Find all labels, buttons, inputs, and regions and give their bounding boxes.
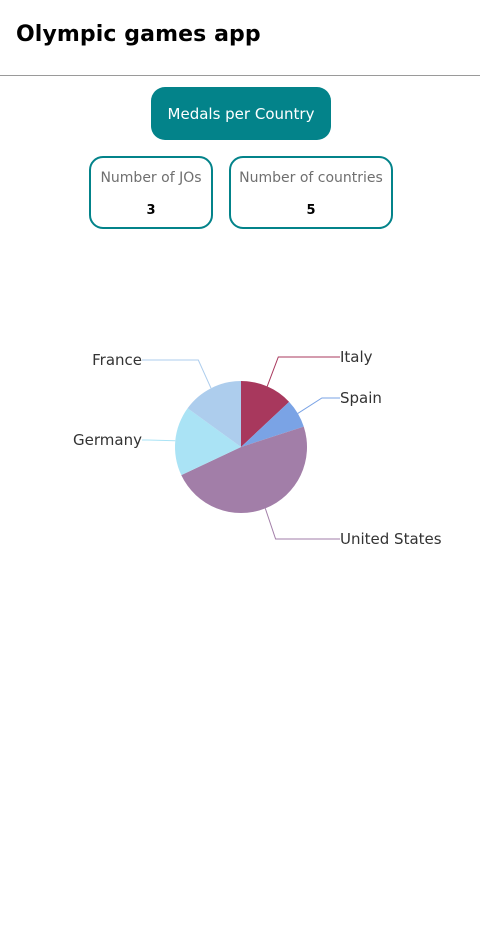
pie-slice-france[interactable] xyxy=(187,381,241,447)
pie-leader-italy xyxy=(266,356,340,387)
jos-count-label: Number of JOs xyxy=(100,170,202,186)
countries-count-label: Number of countries xyxy=(239,170,383,186)
pie-slices xyxy=(174,381,308,514)
app-title: Olympic games app xyxy=(16,22,261,47)
pie-label-italy: Italy xyxy=(340,348,373,366)
medals-pie-chart: Italy Spain United States Germany France xyxy=(73,348,442,548)
pie-label-france: France xyxy=(92,351,142,369)
pie-leader-germany xyxy=(142,439,176,442)
pie-label-united-states: United States xyxy=(340,530,442,548)
jos-count-card: Number of JOs 3 xyxy=(89,156,213,229)
pie-label-germany: Germany xyxy=(73,431,142,449)
jos-count-value: 3 xyxy=(146,203,156,218)
pie-slice-spain[interactable] xyxy=(241,401,304,447)
pie-leader-united-states xyxy=(264,508,340,540)
pie-label-leaders xyxy=(142,356,340,540)
pie-slice-united-states[interactable] xyxy=(181,426,308,514)
pie-label-spain: Spain xyxy=(340,389,382,407)
pie-labels: Italy Spain United States Germany France xyxy=(73,348,442,548)
pie-slice-italy[interactable] xyxy=(241,381,290,447)
pie-slice-germany[interactable] xyxy=(174,408,241,476)
pie-leader-france xyxy=(142,359,212,389)
countries-count-card: Number of countries 5 xyxy=(229,156,393,229)
countries-count-value: 5 xyxy=(306,203,316,218)
app-header: Olympic games app xyxy=(0,0,480,76)
medals-per-country-button[interactable]: Medals per Country xyxy=(151,87,331,140)
pie-leader-spain xyxy=(297,397,340,414)
